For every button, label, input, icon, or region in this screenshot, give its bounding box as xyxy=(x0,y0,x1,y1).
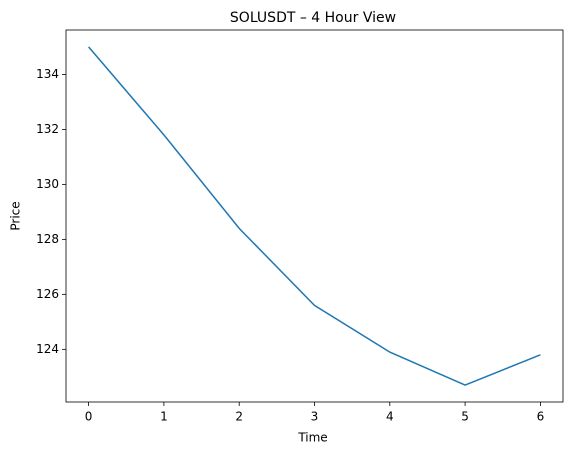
y-tick-label: 132 xyxy=(36,122,59,136)
y-tick-label: 128 xyxy=(36,232,59,246)
x-tick-label: 1 xyxy=(160,410,168,424)
line-series xyxy=(88,46,541,386)
x-axis-label: Time xyxy=(297,431,327,445)
y-tick-label: 134 xyxy=(36,67,59,81)
y-tick-label: 124 xyxy=(36,342,59,356)
x-tick-label: 6 xyxy=(537,410,545,424)
y-axis-label: Price xyxy=(9,201,23,230)
y-tick-label: 126 xyxy=(36,287,59,301)
y-tick-label: 130 xyxy=(36,177,59,191)
x-tick-label: 4 xyxy=(386,410,394,424)
x-tick-label: 3 xyxy=(311,410,319,424)
x-tick-label: 5 xyxy=(461,410,469,424)
chart-title: SOLUSDT – 4 Hour View xyxy=(230,10,396,26)
x-tick-label: 0 xyxy=(85,410,93,424)
x-tick-label: 2 xyxy=(235,410,243,424)
plot-frame xyxy=(65,29,564,403)
